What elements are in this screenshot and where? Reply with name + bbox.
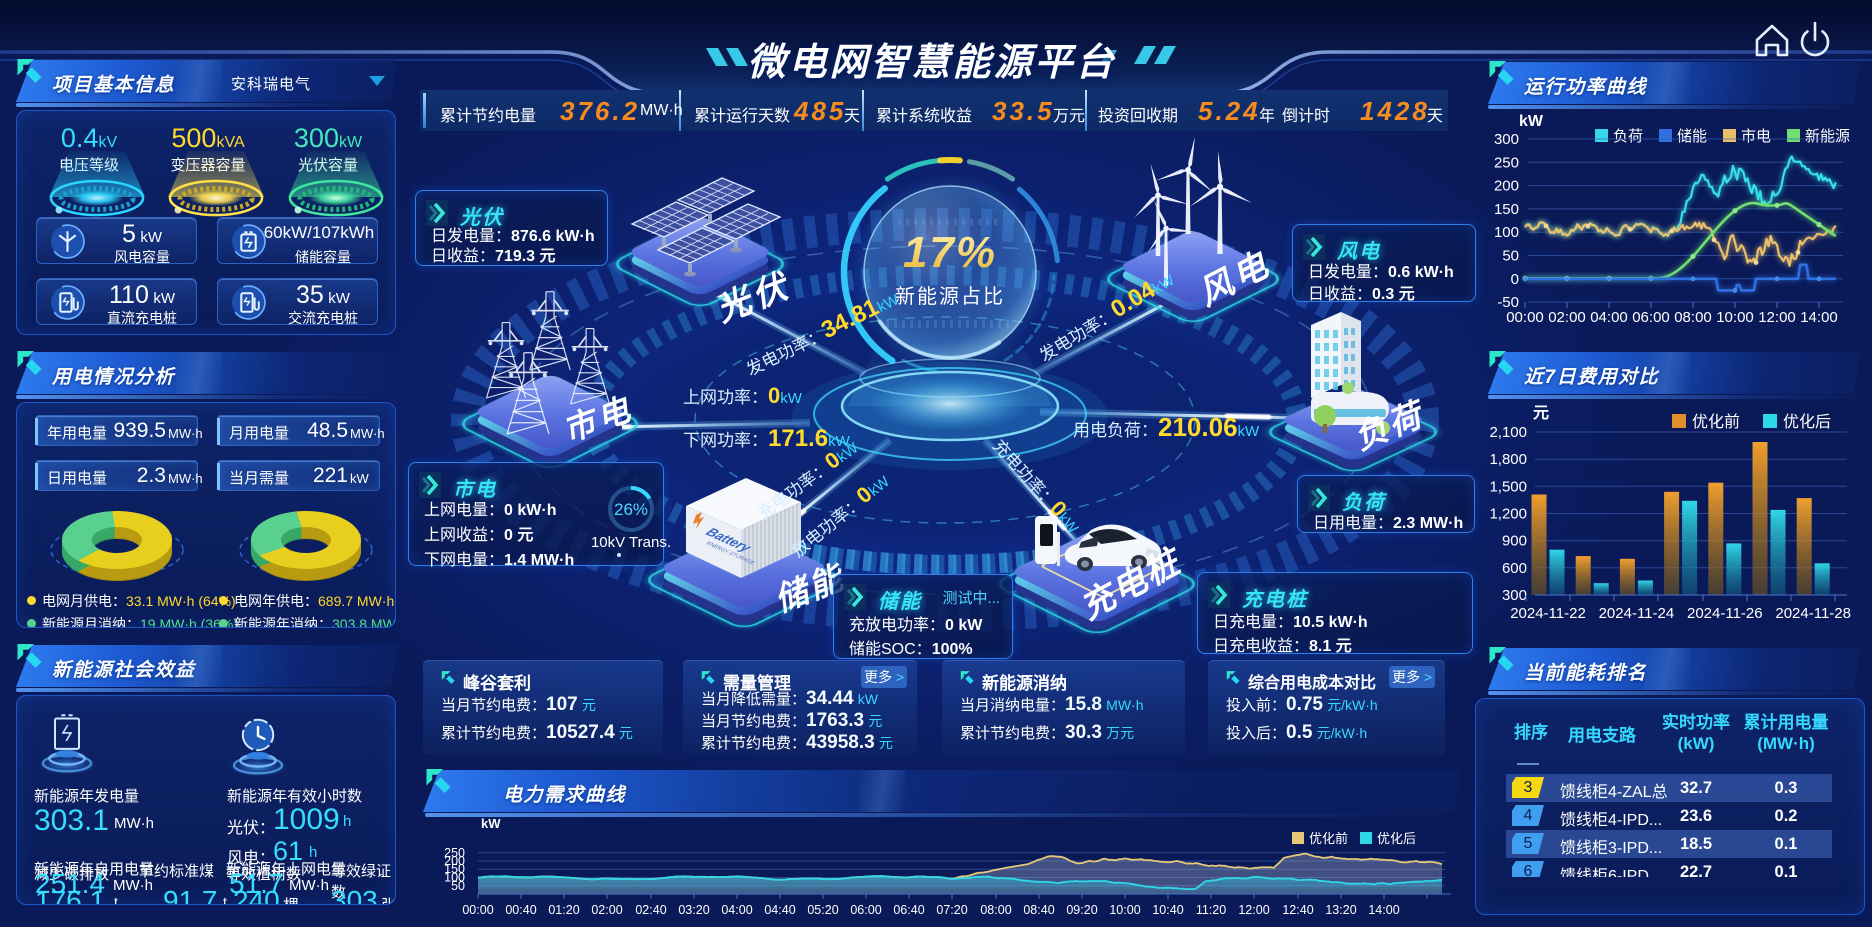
svg-text:新能源: 新能源: [1805, 128, 1850, 145]
svg-text:04:00: 04:00: [721, 903, 752, 917]
svg-text:1,800: 1,800: [1489, 451, 1527, 468]
svg-text:-50: -50: [1497, 294, 1519, 311]
svg-text:优化前: 优化前: [1309, 831, 1348, 846]
svg-text:00:00: 00:00: [462, 903, 493, 917]
svg-text:50: 50: [451, 879, 465, 893]
svg-text:优化前: 优化前: [1692, 413, 1740, 431]
svg-text:2024-11-28: 2024-11-28: [1775, 605, 1851, 622]
svg-text:市电: 市电: [1741, 128, 1771, 145]
svg-text:900: 900: [1502, 533, 1527, 550]
svg-text:26%: 26%: [614, 500, 648, 519]
svg-text:250: 250: [1494, 154, 1519, 171]
svg-text:50: 50: [1502, 248, 1519, 265]
svg-text:300: 300: [1494, 131, 1519, 148]
svg-text:02:00: 02:00: [591, 903, 622, 917]
svg-text:03:20: 03:20: [678, 903, 709, 917]
svg-text:2024-11-22: 2024-11-22: [1510, 605, 1586, 622]
svg-text:2024-11-26: 2024-11-26: [1687, 605, 1763, 622]
svg-text:12:00: 12:00: [1758, 309, 1796, 326]
svg-text:07:20: 07:20: [936, 903, 967, 917]
svg-text:2,100: 2,100: [1489, 424, 1527, 441]
svg-text:04:40: 04:40: [764, 903, 795, 917]
svg-text:300: 300: [1502, 587, 1527, 604]
svg-text:05:20: 05:20: [807, 903, 838, 917]
svg-text:元: 元: [1533, 405, 1549, 422]
svg-text:00:40: 00:40: [505, 903, 536, 917]
svg-text:微电网智慧能源平台: 微电网智慧能源平台: [747, 42, 1116, 84]
svg-text:10:00: 10:00: [1109, 903, 1140, 917]
svg-text:150: 150: [1494, 201, 1519, 218]
svg-text:06:40: 06:40: [893, 903, 924, 917]
svg-text:优化后: 优化后: [1783, 413, 1831, 431]
svg-text:09:20: 09:20: [1066, 903, 1097, 917]
svg-text:10kV Trans.: 10kV Trans.: [591, 534, 671, 551]
svg-text:100: 100: [444, 871, 465, 885]
svg-text:负荷: 负荷: [1613, 128, 1643, 145]
svg-text:08:40: 08:40: [1023, 903, 1054, 917]
svg-text:150: 150: [444, 862, 465, 876]
svg-text:新能源占比: 新能源占比: [895, 285, 1005, 308]
svg-text:00:00: 00:00: [1506, 309, 1544, 326]
svg-text:12:00: 12:00: [1238, 903, 1269, 917]
svg-text:04:00: 04:00: [1590, 309, 1628, 326]
svg-text:01:20: 01:20: [548, 903, 579, 917]
svg-text:13:20: 13:20: [1325, 903, 1356, 917]
svg-text:14:00: 14:00: [1800, 309, 1838, 326]
svg-text:02:00: 02:00: [1548, 309, 1586, 326]
svg-text:100: 100: [1494, 224, 1519, 241]
svg-text:12:40: 12:40: [1282, 903, 1313, 917]
svg-text:06:00: 06:00: [1632, 309, 1670, 326]
svg-text:0: 0: [1511, 271, 1519, 288]
svg-text:600: 600: [1502, 560, 1527, 577]
svg-text:10:00: 10:00: [1716, 309, 1754, 326]
svg-text:14:00: 14:00: [1368, 903, 1399, 917]
svg-text:2024-11-24: 2024-11-24: [1599, 605, 1675, 622]
svg-text:02:40: 02:40: [635, 903, 666, 917]
svg-text:kW: kW: [1519, 113, 1544, 130]
svg-text:250: 250: [444, 846, 465, 860]
svg-text:200: 200: [444, 854, 465, 868]
svg-text:1,200: 1,200: [1489, 506, 1527, 523]
svg-text:200: 200: [1494, 178, 1519, 195]
svg-text:优化后: 优化后: [1377, 831, 1416, 846]
svg-text:08:00: 08:00: [1674, 309, 1712, 326]
svg-text:11:20: 11:20: [1196, 903, 1226, 917]
svg-text:10:40: 10:40: [1152, 903, 1183, 917]
svg-text:06:00: 06:00: [850, 903, 881, 917]
svg-text:储能: 储能: [1677, 128, 1707, 145]
svg-text:17%: 17%: [903, 228, 997, 277]
svg-text:1,500: 1,500: [1489, 478, 1527, 495]
svg-text:kW: kW: [481, 818, 501, 831]
svg-text:08:00: 08:00: [980, 903, 1011, 917]
